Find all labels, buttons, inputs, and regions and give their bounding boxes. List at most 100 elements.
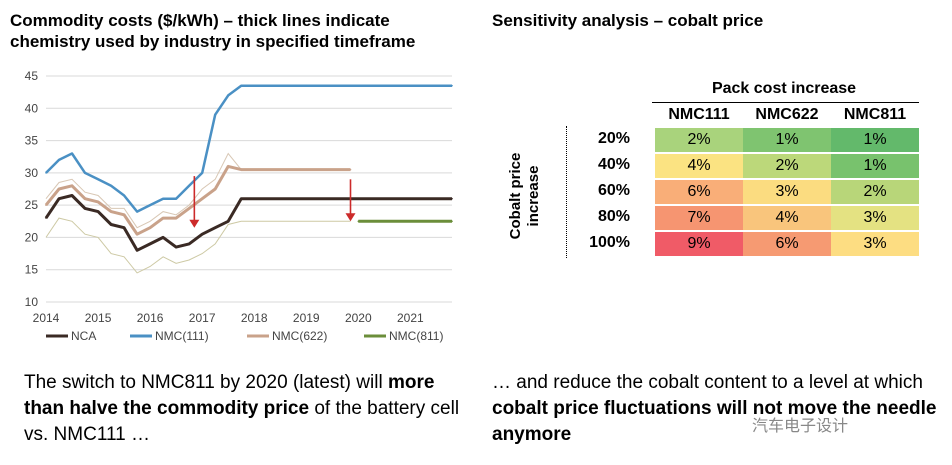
data-point-0-12 [201, 233, 203, 235]
right-caption-bold: cobalt price fluctuations will not move … [492, 398, 937, 445]
data-point-0-11 [188, 243, 190, 245]
data-point-1-0 [45, 172, 47, 174]
legend-label-1: NMC(111) [155, 329, 209, 343]
heatmap-cell-3-1: 4% [743, 206, 831, 230]
heatmap-cell-4-0: 9% [655, 232, 743, 256]
x-tick-label-3: 2017 [189, 311, 216, 325]
heatmap-row-header: Cobalt price increase [507, 152, 542, 240]
heatmap-cell-2-0: 6% [655, 180, 743, 204]
data-point-1-16 [253, 84, 256, 87]
red-arrow-head-0 [189, 219, 200, 228]
data-point-0-5 [110, 223, 112, 226]
data-point-0-3 [84, 207, 86, 210]
data-point-3-19 [357, 220, 360, 223]
data-point-2-16 [253, 168, 256, 171]
series-line-nca [44, 194, 452, 252]
data-point-2-6 [123, 214, 125, 216]
heatmap-cell-3-2: 3% [831, 206, 919, 230]
data-point-0-10 [175, 246, 177, 248]
line-chart-title: Commodity costs ($/kWh) – thick lines in… [10, 10, 460, 52]
data-point-0-1 [58, 197, 60, 200]
data-point-0-6 [123, 226, 125, 229]
y-tick-label-7: 45 [25, 69, 39, 83]
data-point-1-4 [97, 178, 99, 181]
data-point-0-13 [214, 226, 216, 229]
data-point-1-3 [84, 172, 86, 174]
right-caption: … and reduce the cobalt content to a lev… [492, 370, 947, 448]
row-label-4: 100% [589, 234, 630, 251]
data-point-1-21 [451, 84, 453, 87]
heatmap-column-header: Pack cost increase [711, 80, 857, 97]
data-point-0-21 [451, 197, 453, 200]
heatmap-cell-3-0: 7% [655, 206, 743, 230]
row-label-3: 80% [597, 208, 630, 225]
data-point-2-11 [188, 207, 190, 210]
data-point-1-18 [349, 84, 352, 87]
left-caption: The switch to NMC811 by 2020 (latest) wi… [24, 370, 474, 448]
legend-label-2: NMC(622) [272, 329, 327, 343]
data-point-2-5 [110, 210, 112, 213]
data-point-0-20 [409, 197, 412, 200]
heatmap-cell-0-0: 2% [655, 128, 743, 152]
series-line-nmc111 [45, 84, 452, 213]
data-point-2-2 [71, 184, 73, 187]
data-point-2-15 [240, 168, 242, 171]
data-point-2-14 [227, 165, 229, 168]
row-label-1: 40% [597, 156, 630, 173]
data-point-2-17 [305, 168, 308, 171]
row-label-0: 20% [597, 130, 630, 147]
column-label-nmc811: NMC811 [843, 106, 907, 123]
data-point-0-2 [71, 194, 73, 197]
data-point-1-17 [305, 84, 308, 87]
legend-label-3: NMC(811) [389, 329, 443, 343]
data-point-1-11 [188, 184, 190, 187]
row-divider [566, 126, 567, 258]
data-point-1-7 [136, 210, 138, 213]
data-point-0-4 [97, 210, 99, 213]
heatmap-cell-0-1: 1% [743, 128, 831, 152]
x-tick-label-7: 2021 [397, 311, 424, 325]
left-caption-text-2: of the battery cell vs. NMC111 … [24, 398, 460, 445]
high-band-line [45, 152, 351, 229]
data-point-0-0 [45, 217, 47, 219]
x-tick-label-0: 2014 [33, 311, 60, 325]
low-band-line [45, 217, 351, 274]
column-label-nmc622: NMC622 [755, 106, 819, 123]
x-tick-label-2: 2016 [137, 311, 164, 325]
y-tick-label-1: 15 [25, 263, 39, 277]
data-point-0-14 [227, 220, 229, 223]
data-point-1-5 [110, 184, 112, 187]
data-point-1-15 [240, 84, 242, 87]
y-tick-label-5: 35 [25, 134, 39, 148]
y-tick-label-0: 10 [25, 295, 39, 309]
x-tick-label-4: 2018 [241, 311, 268, 325]
heatmap-cell-4-1: 6% [743, 232, 831, 256]
watermark-logo: 汽车电子设计 [752, 418, 849, 435]
line-chart-title-line2: chemistry used by industry in specified … [10, 32, 416, 51]
left-caption-bold: more than halve the commodity price [24, 372, 435, 419]
left-caption-text-1: The switch to NMC811 by 2020 (latest) wi… [24, 372, 388, 393]
data-point-1-6 [123, 194, 125, 197]
data-point-0-15 [240, 197, 242, 200]
y-tick-label-2: 20 [25, 230, 39, 244]
heatmap-title: Sensitivity analysis – cobalt price [492, 11, 764, 30]
sensitivity-heatmap: Pack cost increase Cobalt price increase… [490, 78, 930, 268]
right-caption-text-1: … and reduce the cobalt content to a lev… [492, 372, 923, 393]
heatmap-cell-1-1: 2% [743, 154, 831, 178]
data-point-2-10 [175, 217, 177, 219]
data-point-0-17 [305, 197, 308, 200]
red-arrow-head-1 [345, 213, 356, 222]
data-point-2-7 [136, 233, 138, 235]
heatmap-cell-1-0: 4% [655, 154, 743, 178]
data-point-3-20 [409, 220, 412, 223]
data-point-0-19 [357, 197, 360, 200]
heatmap-cell-4-2: 3% [831, 232, 919, 256]
data-point-2-9 [162, 217, 164, 219]
data-point-1-14 [227, 94, 229, 97]
line-chart-title-line1: Commodity costs ($/kWh) – thick lines in… [10, 11, 390, 30]
x-tick-label-6: 2020 [345, 311, 372, 325]
y-tick-label-4: 30 [25, 166, 39, 180]
x-tick-label-5: 2019 [293, 311, 320, 325]
data-point-2-18 [349, 168, 352, 171]
data-point-2-4 [97, 201, 99, 203]
